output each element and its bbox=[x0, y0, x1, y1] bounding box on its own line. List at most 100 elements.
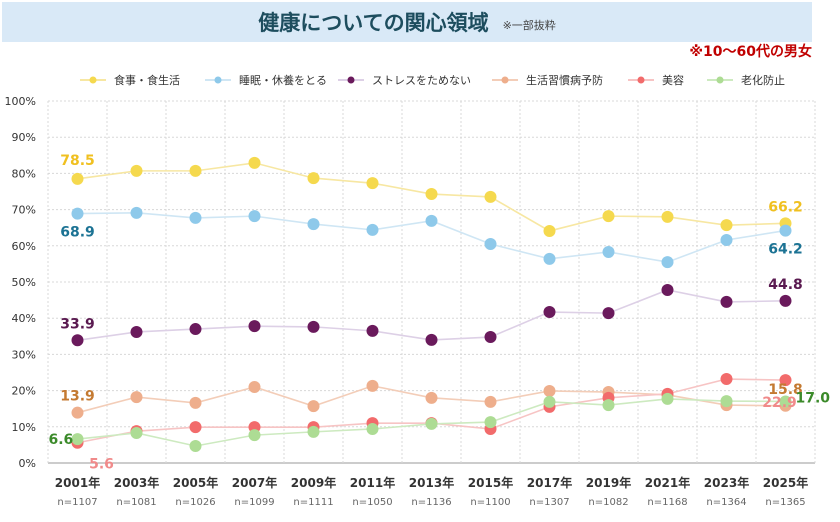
data-point bbox=[307, 218, 320, 231]
x-tick-label: 2003年 bbox=[114, 475, 159, 490]
sample-size-label: n=1365 bbox=[765, 497, 805, 508]
legend-marker bbox=[347, 76, 355, 84]
data-point bbox=[720, 219, 733, 232]
data-point bbox=[720, 295, 733, 308]
sample-size-label: n=1111 bbox=[293, 497, 333, 508]
y-tick-label: 10% bbox=[12, 421, 36, 434]
respondent-note: ※10～60代の男女 bbox=[689, 44, 812, 60]
data-label-first: 78.5 bbox=[60, 153, 95, 169]
data-point bbox=[720, 373, 733, 386]
data-point bbox=[248, 210, 261, 223]
data-point bbox=[425, 391, 438, 404]
data-point bbox=[71, 172, 84, 185]
y-tick-label: 90% bbox=[12, 131, 36, 144]
data-point bbox=[71, 207, 84, 220]
data-point bbox=[307, 425, 320, 438]
y-tick-label: 70% bbox=[12, 204, 36, 217]
data-point bbox=[484, 237, 497, 250]
x-tick-label: 2017年 bbox=[527, 475, 572, 490]
data-point bbox=[425, 214, 438, 227]
data-point bbox=[71, 334, 84, 347]
data-point bbox=[248, 380, 261, 393]
sample-size-label: n=1082 bbox=[588, 497, 628, 508]
legend-label: 美容 bbox=[662, 73, 684, 87]
sample-size-label: n=1107 bbox=[57, 497, 97, 508]
data-point bbox=[779, 294, 792, 307]
data-point bbox=[425, 417, 438, 430]
y-tick-label: 80% bbox=[12, 167, 36, 180]
data-label-last: 66.2 bbox=[768, 199, 803, 215]
data-point bbox=[189, 164, 202, 177]
data-label-first: 5.6 bbox=[89, 457, 114, 473]
y-tick-label: 0% bbox=[19, 457, 36, 470]
legend-marker bbox=[501, 76, 509, 84]
x-tick-label: 2015年 bbox=[468, 475, 513, 490]
x-tick-label: 2001年 bbox=[55, 475, 100, 490]
data-point bbox=[307, 400, 320, 413]
data-point bbox=[484, 190, 497, 203]
data-point bbox=[661, 210, 674, 223]
sample-size-label: n=1026 bbox=[175, 497, 215, 508]
data-point bbox=[661, 283, 674, 296]
data-label-last: 17.0 bbox=[796, 390, 831, 406]
y-tick-label: 100% bbox=[5, 95, 36, 108]
data-point bbox=[543, 252, 556, 265]
data-label-first: 33.9 bbox=[60, 316, 95, 332]
sample-size-label: n=1136 bbox=[411, 497, 451, 508]
data-point bbox=[130, 206, 143, 219]
data-point bbox=[248, 429, 261, 442]
data-label-last: 44.8 bbox=[768, 277, 803, 293]
legend-marker bbox=[716, 76, 724, 84]
legend-label: ストレスをためない bbox=[372, 74, 471, 87]
chart-title: 健康についての関心領域 bbox=[258, 11, 489, 35]
x-tick-label: 2005年 bbox=[173, 475, 218, 490]
data-point bbox=[366, 324, 379, 337]
data-point bbox=[425, 333, 438, 346]
data-point bbox=[543, 395, 556, 408]
title-bar: 健康についての関心領域 ※一部抜粋 bbox=[2, 2, 812, 42]
sample-size-label: n=1168 bbox=[647, 497, 687, 508]
data-point bbox=[720, 234, 733, 247]
x-tick-label: 2025年 bbox=[763, 475, 808, 490]
data-label-last: 15.8 bbox=[768, 382, 803, 398]
data-point bbox=[661, 256, 674, 269]
data-point bbox=[71, 433, 84, 446]
data-label-first: 6.6 bbox=[49, 432, 74, 448]
data-point bbox=[189, 396, 202, 409]
legend-label: 睡眠・休養をとる bbox=[239, 73, 327, 87]
x-tick-label: 2021年 bbox=[645, 475, 690, 490]
sample-size-label: n=1364 bbox=[706, 497, 746, 508]
x-tick-label: 2023年 bbox=[704, 475, 749, 490]
data-point bbox=[189, 211, 202, 224]
data-point bbox=[130, 325, 143, 338]
data-point bbox=[248, 156, 261, 169]
data-point bbox=[248, 320, 261, 333]
y-tick-label: 40% bbox=[12, 312, 36, 325]
data-point bbox=[189, 421, 202, 434]
data-point bbox=[484, 331, 497, 344]
y-tick-label: 30% bbox=[12, 348, 36, 361]
data-point bbox=[425, 188, 438, 201]
data-point bbox=[307, 320, 320, 333]
data-point bbox=[720, 395, 733, 408]
x-tick-label: 2009年 bbox=[291, 475, 336, 490]
sample-size-label: n=1307 bbox=[529, 497, 569, 508]
data-point bbox=[779, 374, 792, 387]
data-point bbox=[602, 210, 615, 223]
data-point bbox=[189, 323, 202, 336]
data-point bbox=[130, 426, 143, 439]
data-point bbox=[779, 224, 792, 237]
legend-label: 生活習慣病予防 bbox=[526, 73, 603, 87]
y-tick-label: 50% bbox=[12, 276, 36, 289]
legend-marker bbox=[89, 76, 97, 84]
x-tick-label: 2007年 bbox=[232, 475, 277, 490]
sample-size-label: n=1050 bbox=[352, 497, 392, 508]
legend-label: 老化防止 bbox=[741, 73, 785, 87]
data-point bbox=[602, 245, 615, 258]
data-point bbox=[484, 416, 497, 429]
legend-marker bbox=[637, 76, 645, 84]
data-point bbox=[366, 177, 379, 190]
data-point bbox=[602, 307, 615, 320]
sample-size-label: n=1099 bbox=[234, 497, 274, 508]
